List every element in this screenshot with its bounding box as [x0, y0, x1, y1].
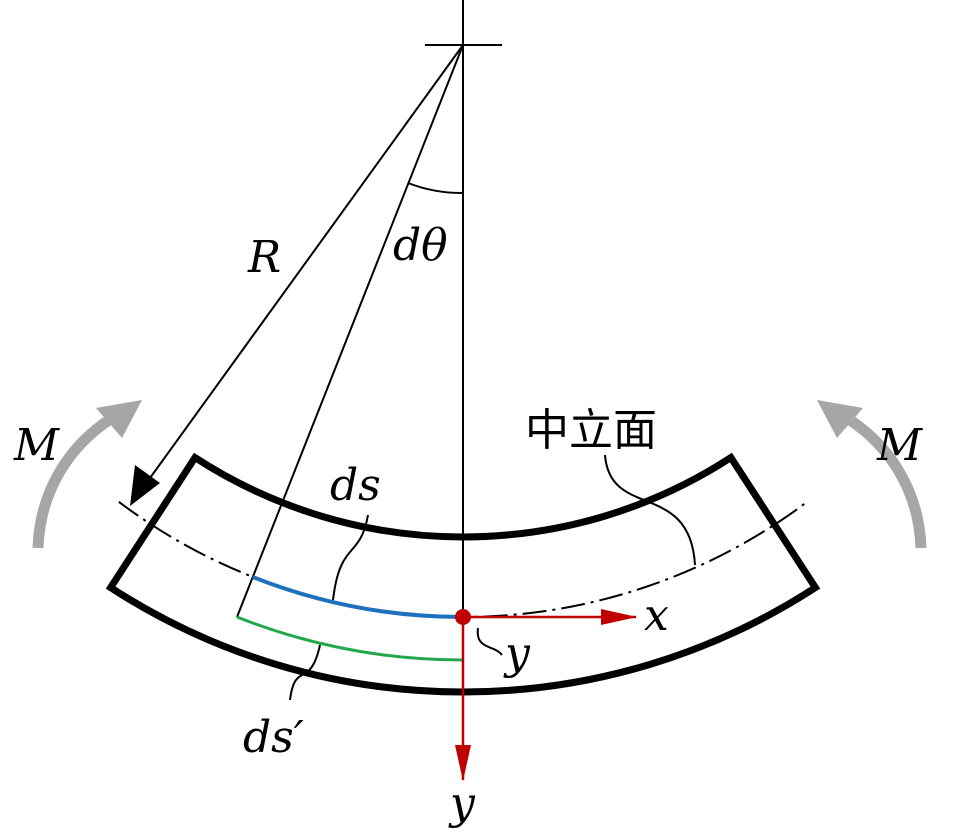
- axes: [455, 609, 637, 781]
- leaders: [289, 454, 696, 701]
- construction-lines: [236, 0, 502, 618]
- section-line: [236, 44, 464, 618]
- radius-line: [149, 44, 464, 479]
- y-leader: [476, 627, 503, 656]
- ds-arc: [252, 575, 464, 619]
- label-m-left: M: [13, 420, 60, 471]
- origin: [455, 609, 471, 625]
- label-x: x: [644, 590, 669, 641]
- label-y-axis: y: [448, 778, 476, 829]
- angle-arc: [407, 182, 464, 195]
- ds-prime-arc: [236, 615, 464, 662]
- label-ds: ds: [330, 460, 381, 511]
- label-m-right: M: [876, 420, 923, 471]
- label-r: R: [247, 232, 281, 283]
- moment-right-head: [817, 400, 863, 438]
- moment-right-arc: [843, 413, 927, 549]
- moment-left-arc: [32, 413, 116, 549]
- moment-left-head: [96, 400, 142, 438]
- label-y-distance: y: [503, 628, 531, 679]
- ds-leader: [332, 514, 369, 601]
- label-ds-prime: ds′: [243, 712, 304, 763]
- label-neutral: 中立面: [525, 405, 657, 456]
- radius-arrow: [130, 44, 464, 506]
- arrowhead: [130, 465, 160, 506]
- label-dtheta: dθ: [393, 220, 448, 271]
- ds-prime-leader: [289, 644, 321, 701]
- neutral-leader: [604, 454, 696, 566]
- beam: [105, 452, 821, 696]
- moments: [32, 413, 927, 549]
